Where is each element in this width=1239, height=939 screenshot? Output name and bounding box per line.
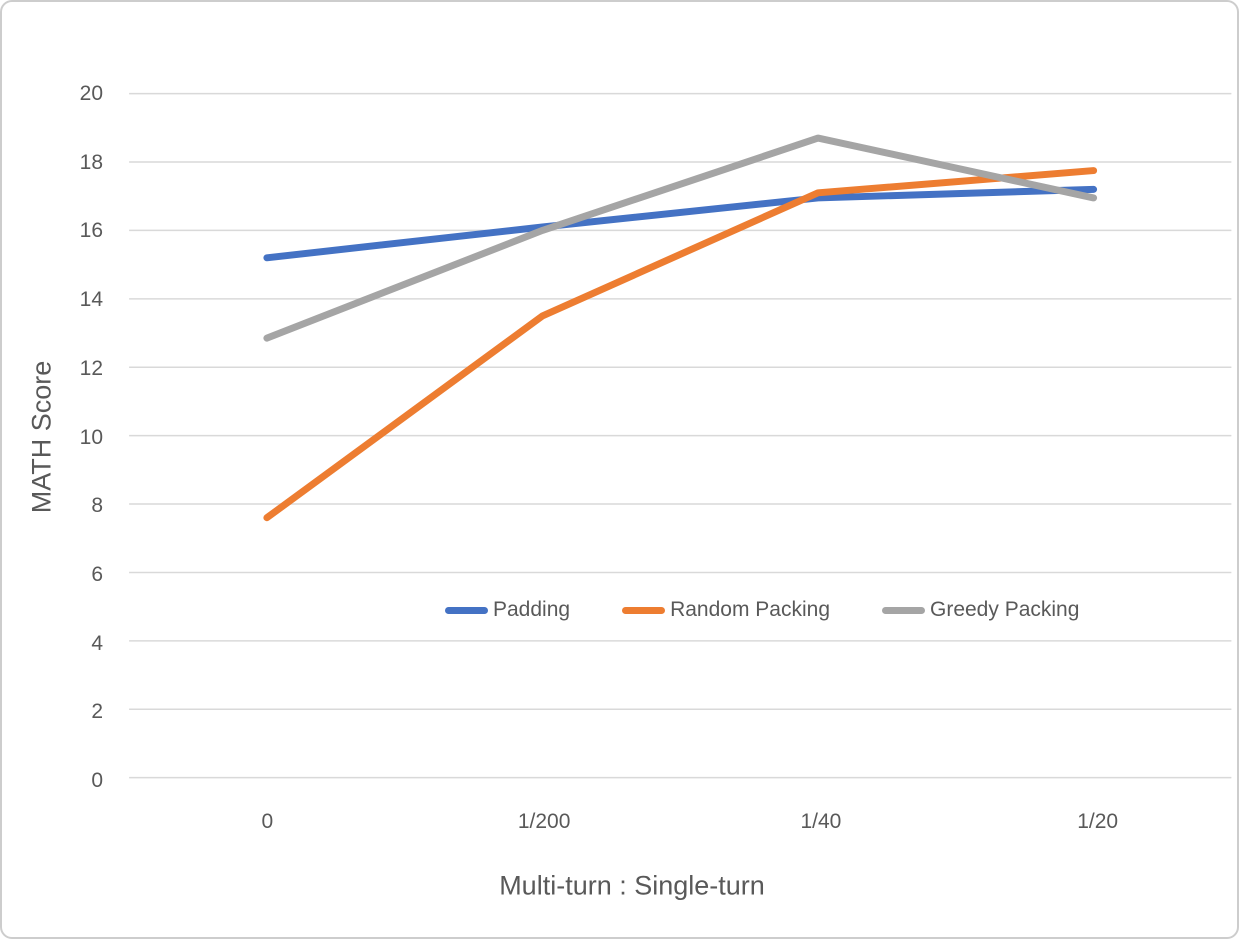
y-axis-title: MATH Score: [26, 360, 57, 514]
series-line-greedy-packing: [263, 134, 1098, 342]
x-tick-label: 0: [261, 810, 274, 833]
legend-label: Random Packing: [670, 598, 830, 621]
y-tick-label: 18: [79, 150, 103, 174]
legend-item-greedy-packing: Greedy Packing: [882, 597, 1079, 623]
legend-label: Greedy Packing: [930, 598, 1080, 621]
y-tick-label: 12: [79, 356, 103, 380]
y-tick-label: 14: [79, 288, 103, 312]
y-tick-label: 6: [91, 562, 103, 586]
y-tick-label: 20: [79, 82, 103, 105]
x-axis-title: Multi-turn : Single-turn: [499, 870, 765, 901]
x-tick-label: 1/20: [1077, 810, 1119, 833]
legend-label: Padding: [493, 598, 571, 621]
legend-line-swatch-random-packing: [622, 606, 666, 614]
legend-item-padding: Padding: [445, 597, 570, 623]
x-tick-label: 1/40: [800, 810, 842, 833]
legend-line-swatch-padding: [445, 606, 488, 614]
y-tick-label: 0: [91, 769, 103, 792]
series-line-padding: [263, 185, 1098, 262]
chart-legend: Padding Random Packing Greedy Packing: [445, 596, 1079, 624]
y-tick-label: 4: [91, 631, 103, 655]
y-tick-label: 8: [91, 494, 103, 518]
legend-item-random-packing: Random Packing: [622, 597, 830, 623]
y-tick-label: 2: [91, 700, 103, 724]
x-tick-label: 1/200: [517, 810, 571, 833]
y-tick-label: 16: [79, 219, 103, 243]
y-tick-label: 10: [79, 425, 103, 449]
legend-line-swatch-greedy-packing: [882, 606, 925, 614]
series-line-random-packing: [263, 167, 1098, 522]
